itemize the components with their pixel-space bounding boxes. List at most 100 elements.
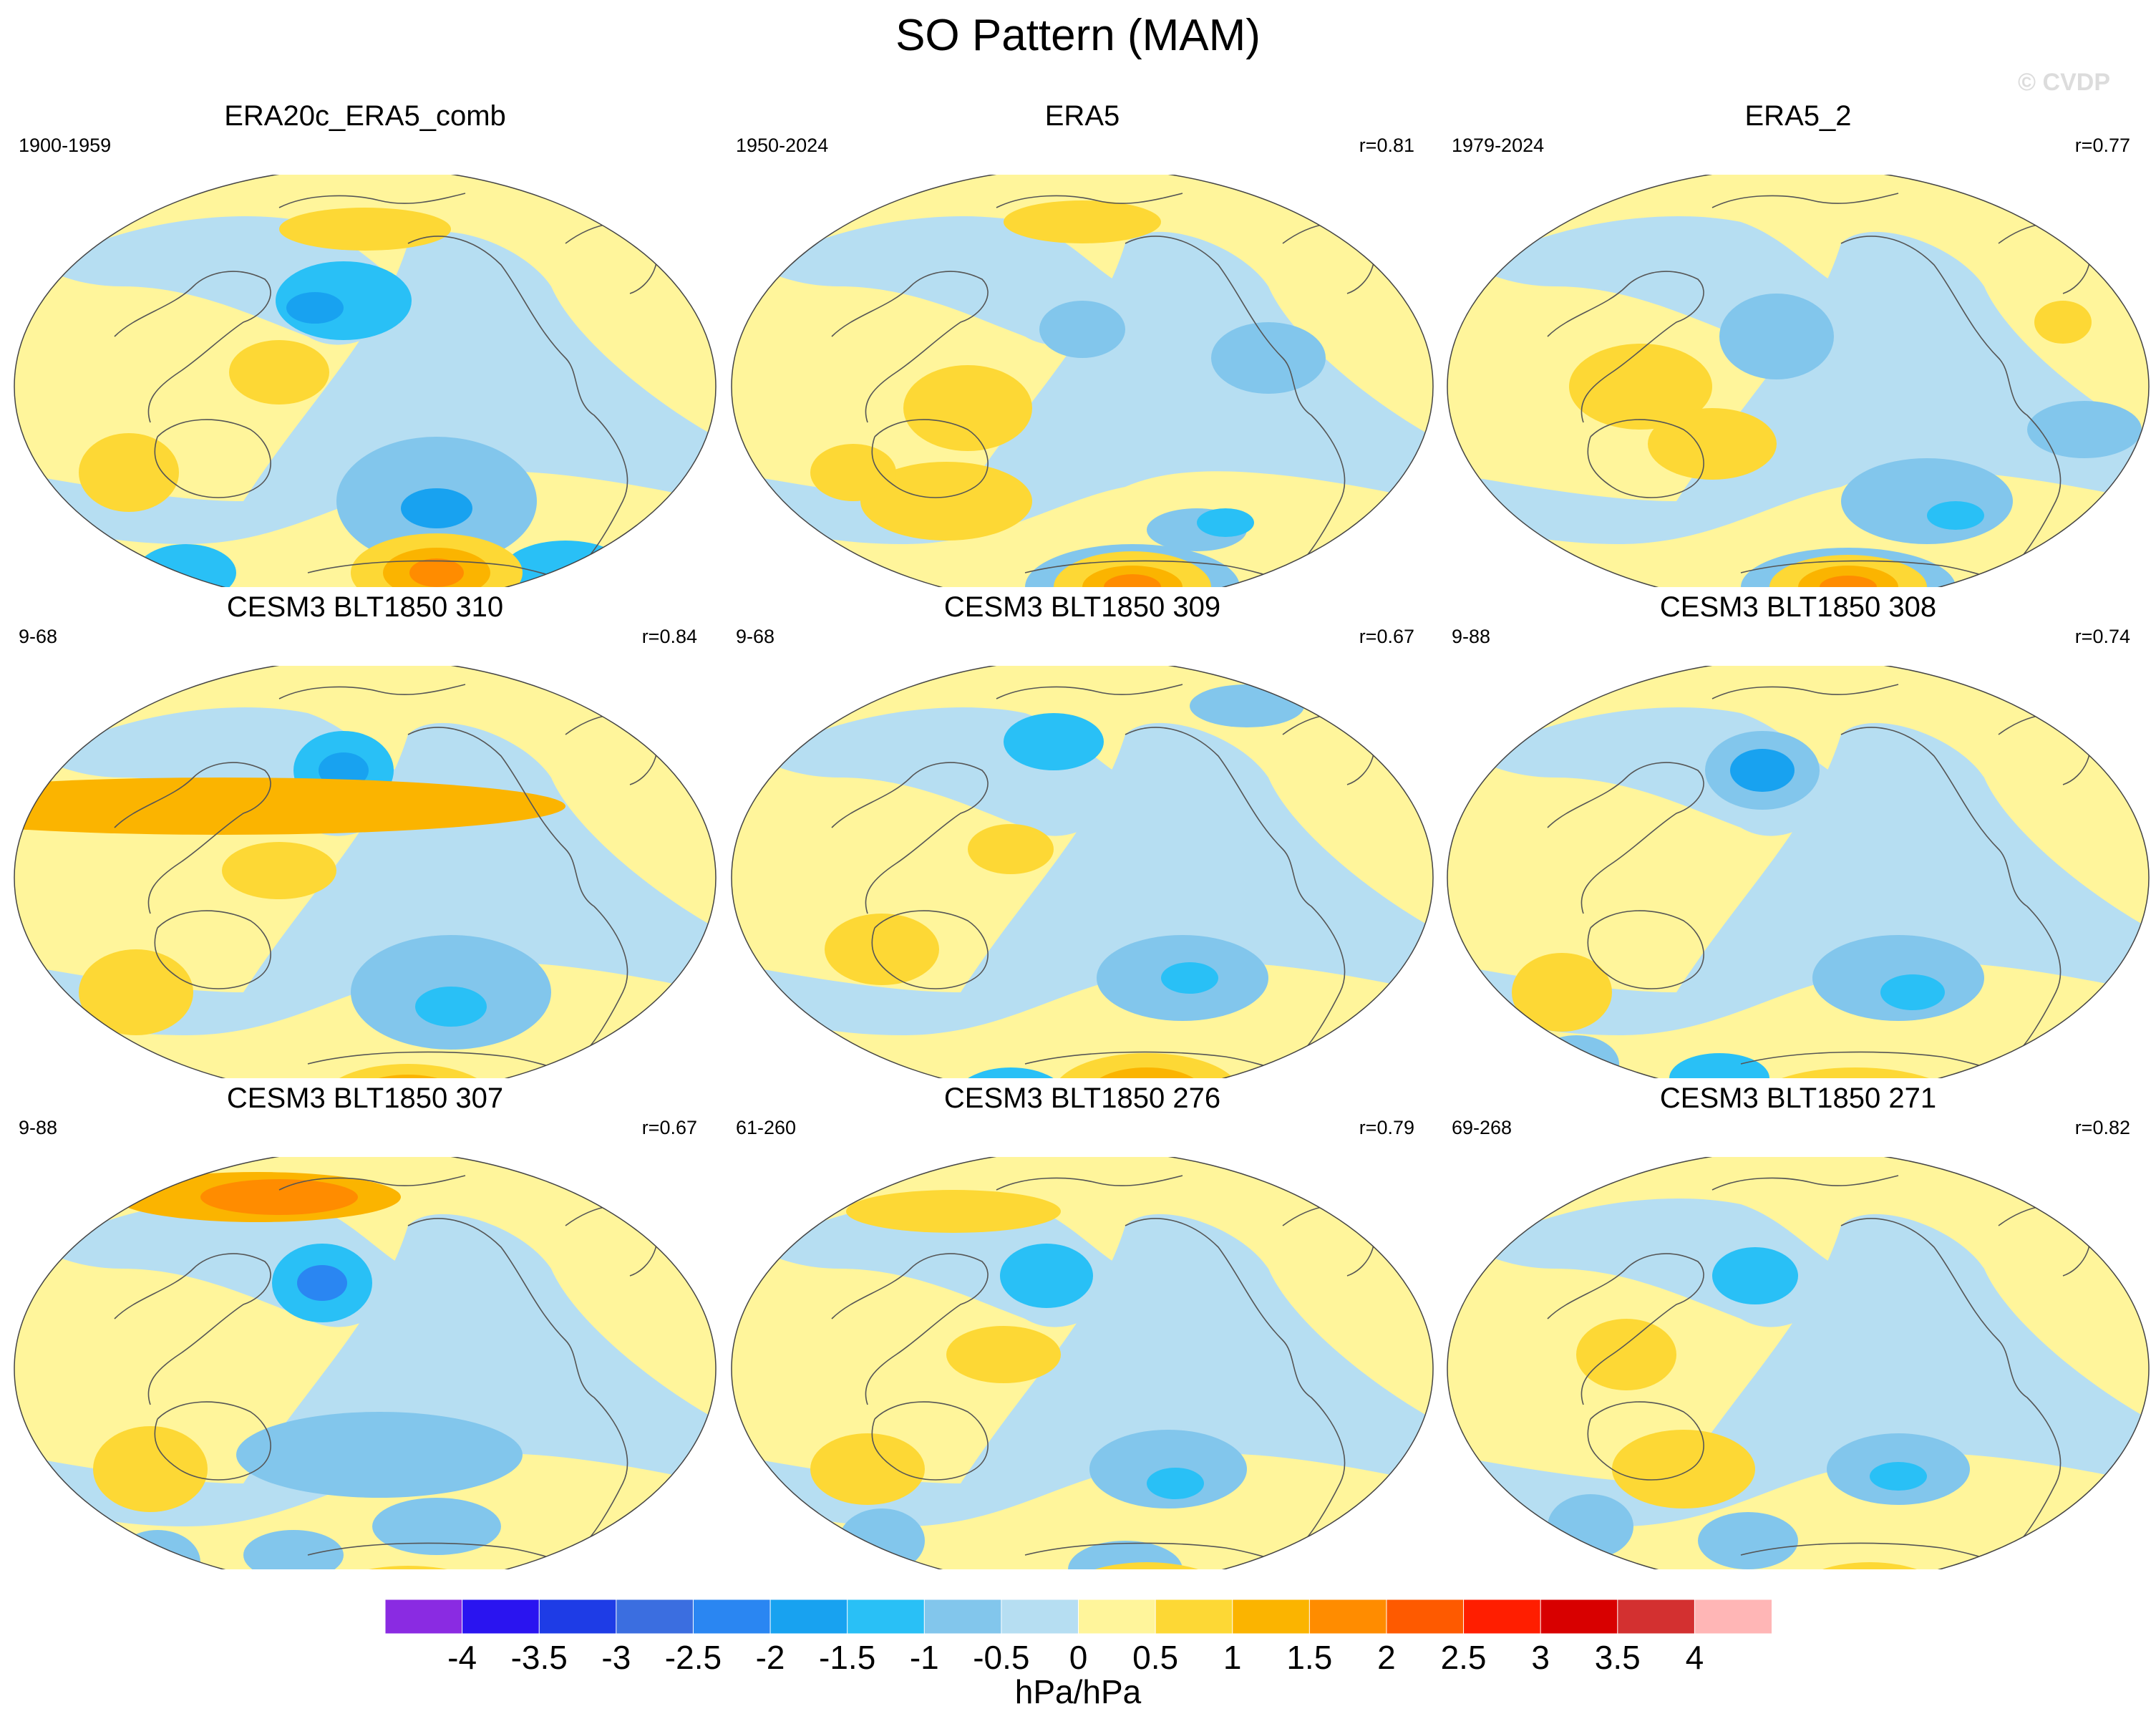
anomaly-contour [1712,1247,1798,1304]
anomaly-contour [1197,508,1254,537]
map-outline [1447,1157,2150,1569]
colorbar-tick-label: -3.5 [510,1639,568,1676]
panel-title: CESM3 BLT1850 276 [943,1083,1221,1114]
panel-correlation: r=0.67 [1359,626,1414,647]
anomaly-contour [409,558,464,587]
colorbar-swatches [385,1599,1772,1634]
panel-years: 9-88 [1452,626,1491,647]
map-projection [1447,175,2150,587]
anomaly-band [1447,1214,2149,1526]
colorbar-swatch [1694,1599,1772,1634]
map-outline [14,175,717,587]
anomaly-contour [1820,576,1877,587]
colorbar-tick-label: -1 [909,1639,939,1676]
anomaly-contour [1927,501,1984,530]
anomaly-band [14,1214,716,1526]
anomaly-contour [968,824,1054,874]
map-projection [14,666,717,1078]
map-panel: CESM3 BLT1850 309 9-68 r=0.67 [724,591,1440,1078]
anomaly-contour [1870,1462,1927,1491]
anomaly-contour [1512,953,1612,1032]
anomaly-contour [372,1498,501,1555]
anomaly-contour [279,208,451,251]
panel-years: 9-68 [736,626,775,647]
map-panel: CESM3 BLT1850 308 9-88 r=0.74 [1440,591,2156,1078]
anomaly-contour [1841,458,2013,544]
map-outline [1447,666,2150,1078]
colorbar-swatch [1617,1599,1696,1634]
colorbar-swatch [1308,1599,1387,1634]
colorbar-tick-label: -0.5 [973,1639,1030,1676]
colorbar-tick-label: 1.5 [1286,1639,1333,1676]
panel-correlation: r=0.82 [2074,1117,2130,1138]
anomaly-contour [1798,566,1898,587]
watermark: © CVDP [2018,69,2110,96]
anomaly-contour [236,1412,523,1498]
map-projection [1447,1157,2150,1569]
colorbar-tick-label: -3 [601,1639,631,1676]
anomaly-contour [229,340,329,405]
anomaly-contour [1648,408,1777,480]
panel-title: CESM3 BLT1850 309 [943,591,1221,623]
anomaly-contour [1082,566,1183,587]
anomaly-contour [1569,344,1712,430]
map-outline [14,1157,717,1569]
anomaly-band [732,1214,1433,1526]
panel-title: CESM3 BLT1850 271 [1659,1083,1937,1114]
anomaly-contour [832,1071,918,1078]
map-outline [731,1157,1434,1569]
figure-title: SO Pattern (MAM) [895,11,1261,60]
anomaly-contour [286,292,344,324]
anomaly-contour [1880,974,1945,1010]
anomaly-contour [810,1433,925,1505]
panel-title: CESM3 BLT1850 307 [226,1083,504,1114]
colorbar-swatch [462,1599,540,1634]
colorbar-tick-label: -1.5 [819,1639,876,1676]
map-panel: ERA5 1950-2024 r=0.81 [724,100,1440,587]
anomaly-contour [222,842,336,899]
anomaly-contour [1669,1053,1769,1078]
anomaly-contour [1211,322,1326,394]
anomaly-contour [1147,1468,1204,1499]
anomaly-contour [79,433,179,512]
anomaly-band [732,231,1433,544]
colorbar-swatch [1078,1599,1157,1634]
panel-title: ERA20c_ERA5_comb [224,100,506,132]
colorbar-tick-label: 1 [1223,1639,1242,1676]
colorbar-swatch [1540,1599,1618,1634]
colorbar-tick-label: -4 [447,1639,477,1676]
panel-correlation: r=0.79 [1359,1117,1414,1138]
colorbar-tick-label: 3 [1531,1639,1550,1676]
colorbar-tick-label: 2 [1377,1639,1396,1676]
colorbar-swatch [1155,1599,1233,1634]
anomaly-contour [2034,301,2092,344]
anomaly-contour [14,778,565,835]
colorbar [385,1599,1772,1634]
colorbar-tick-label: 4 [1685,1639,1704,1676]
colorbar-swatch [1232,1599,1311,1634]
panel-years: 9-68 [19,626,58,647]
map-panel: ERA5_2 1979-2024 r=0.77 [1440,100,2156,587]
panel-correlation: r=0.67 [641,1117,697,1138]
map-projection [731,666,1434,1078]
colorbar-tick-label: 0 [1069,1639,1088,1676]
panel-years: 61-260 [736,1117,797,1138]
colorbar-tick-label: 3.5 [1594,1639,1641,1676]
anomaly-contour [1698,1512,1798,1569]
anomaly-contour [297,1265,347,1301]
map-panel: CESM3 BLT1850 276 61-260 r=0.79 [724,1083,1440,1569]
colorbar-tick-label: -2 [755,1639,785,1676]
anomaly-contour [1004,200,1161,243]
panel-correlation: r=0.84 [641,626,697,647]
anomaly-contour [946,1326,1061,1383]
colorbar-tick-label: 2.5 [1440,1639,1487,1676]
anomaly-contour [1769,555,1927,587]
anomaly-contour [136,544,236,587]
colorbar-swatch [692,1599,772,1634]
map-outline [731,175,1434,587]
anomaly-contour [401,488,472,528]
colorbar-swatch [1386,1599,1465,1634]
panel-title: CESM3 BLT1850 308 [1659,591,1937,623]
map-panel: CESM3 BLT1850 310 9-68 r=0.84 [7,591,723,1078]
anomaly-contour [1719,294,1834,379]
